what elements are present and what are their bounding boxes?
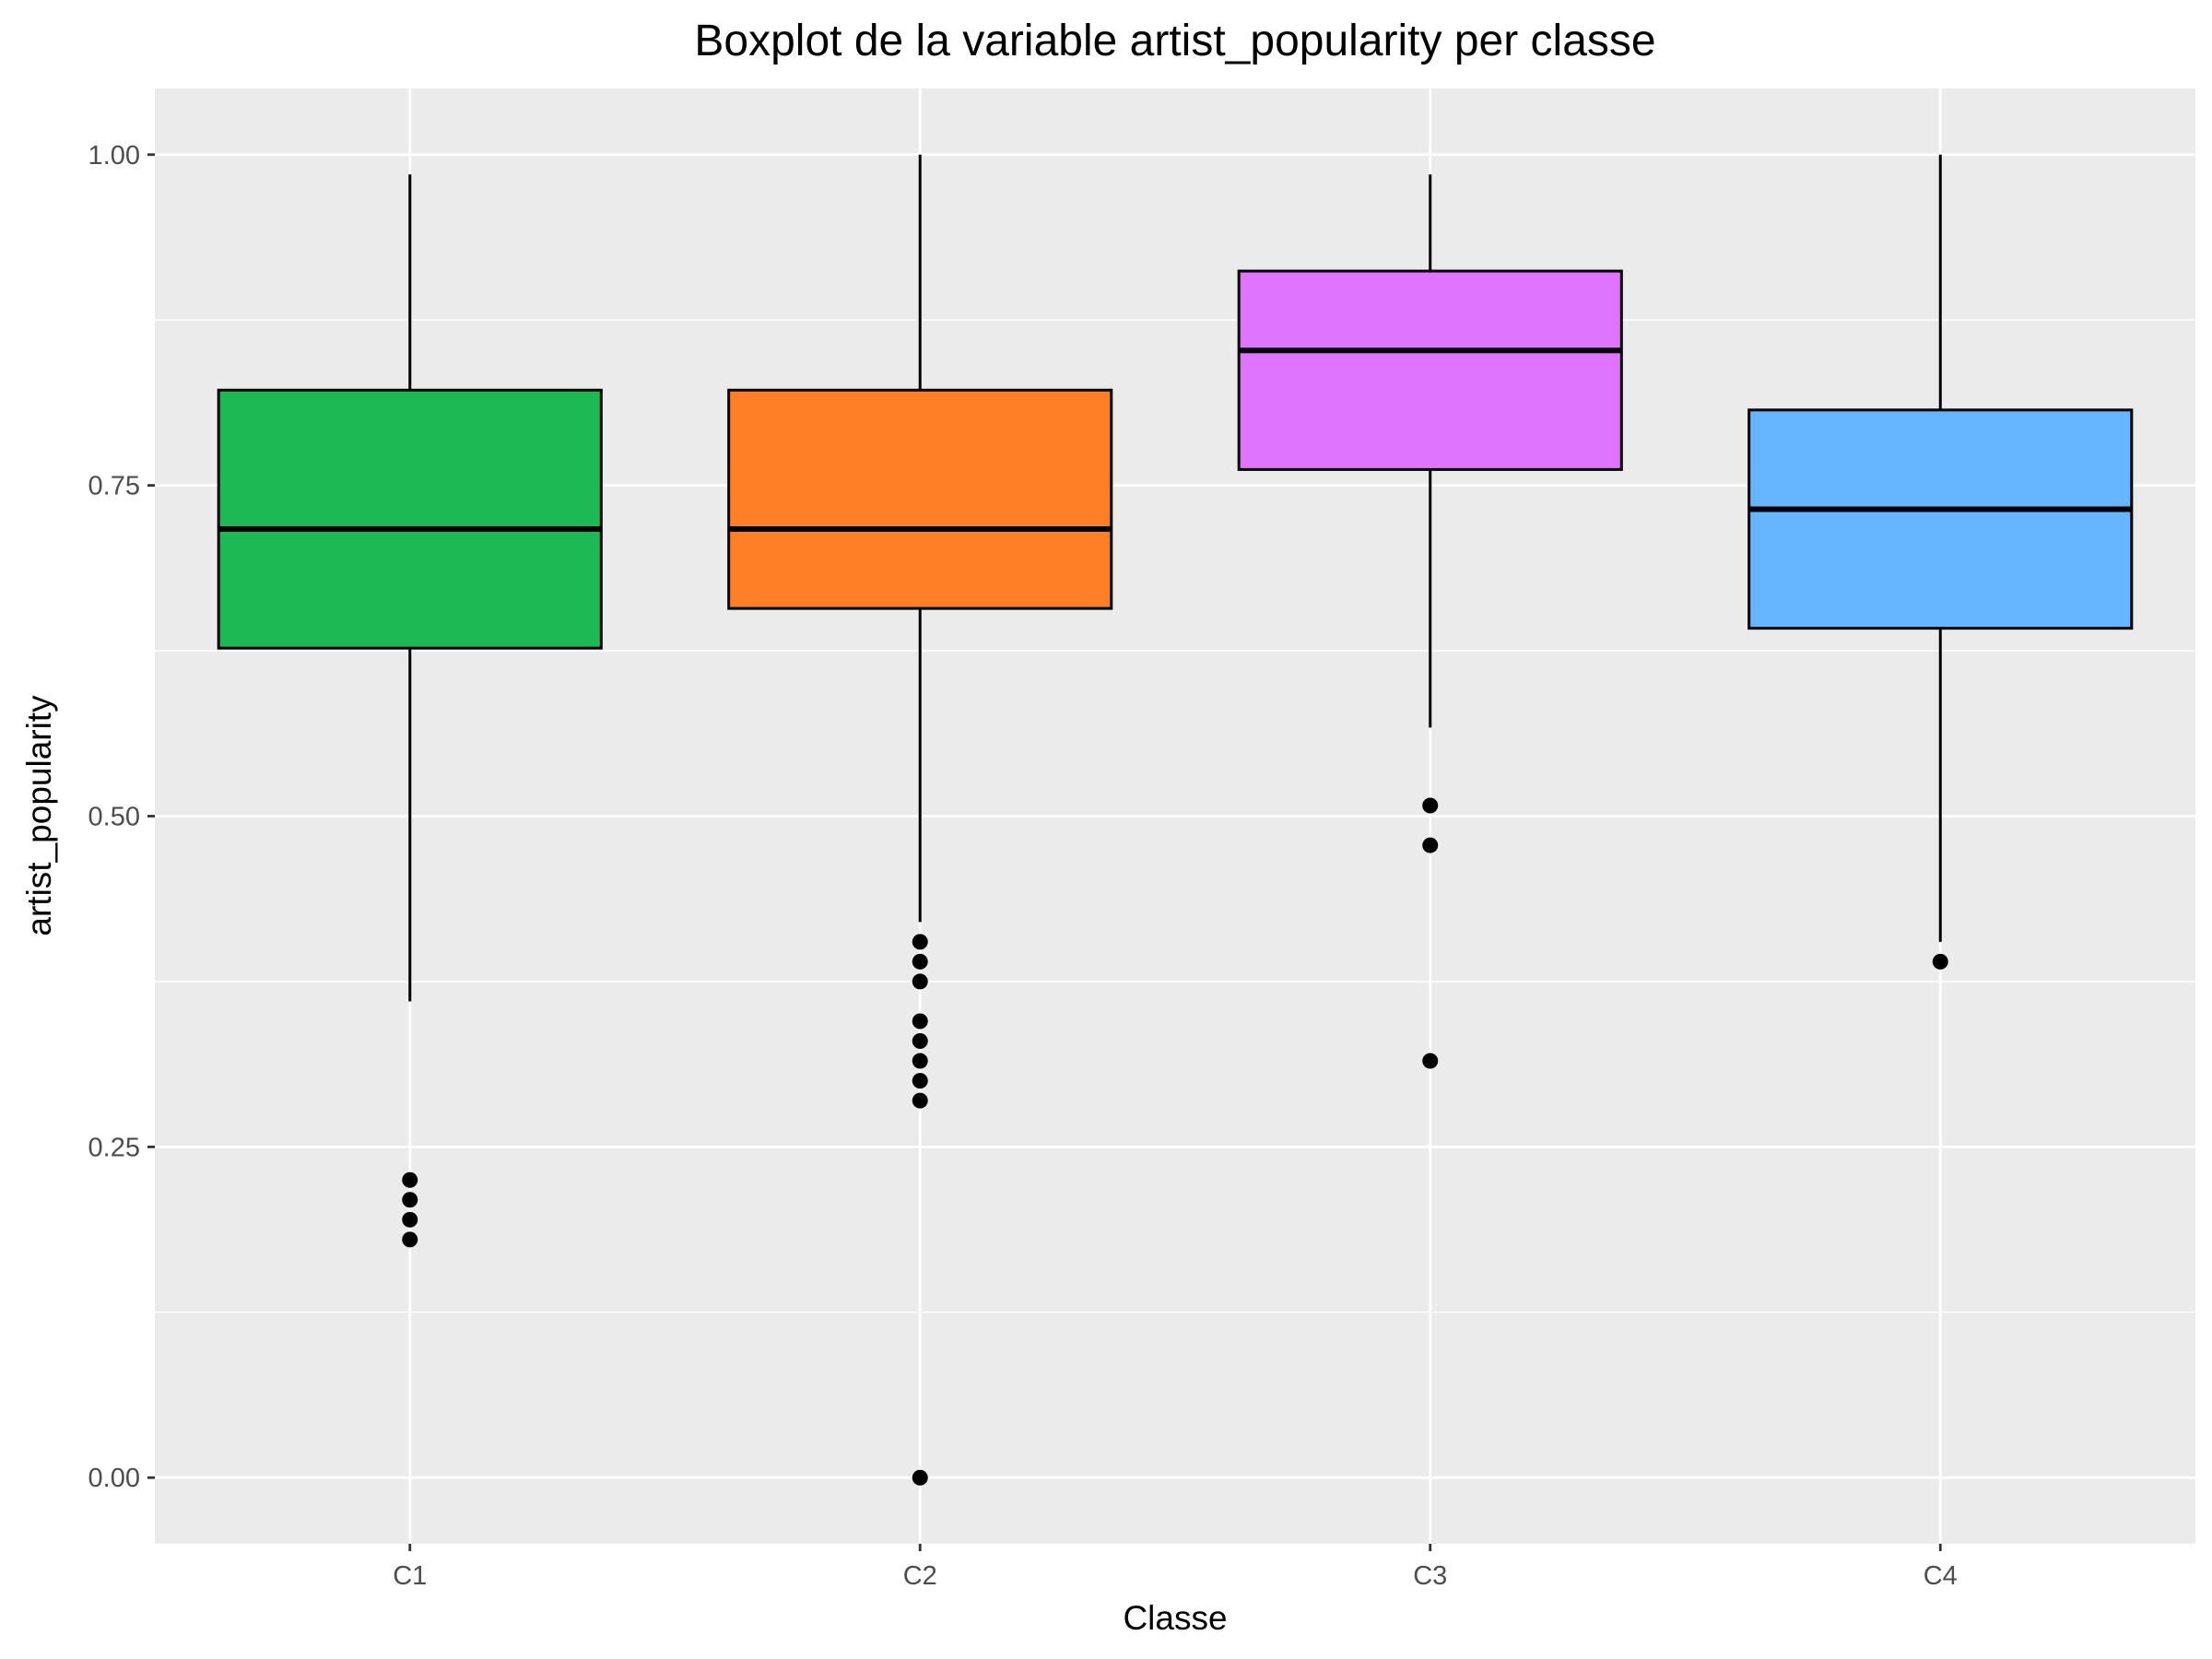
box-c3 <box>1237 174 1623 1069</box>
chart-title: Boxplot de la variable artist_popularity… <box>694 17 1655 65</box>
outlier-point <box>402 1231 418 1248</box>
x-axis: C1 C2 C3 C4 <box>393 1544 1958 1591</box>
x-tick-label: C1 <box>393 1561 427 1591</box>
box-c1 <box>217 174 603 1248</box>
outlier-point <box>402 1211 418 1228</box>
outlier-point <box>912 934 928 950</box>
minor-gridlines <box>155 319 2195 1313</box>
outlier-point <box>402 1171 418 1188</box>
y-tick-label: 0.00 <box>88 1464 140 1493</box>
box-iqr <box>1747 408 2134 630</box>
outlier-point <box>912 1073 928 1089</box>
outlier-point <box>912 1033 928 1050</box>
outlier-point <box>1932 953 1948 970</box>
y-tick-label: 0.25 <box>88 1133 140 1162</box>
y-axis-title: artist_popularity <box>20 695 58 936</box>
outlier-point <box>912 953 928 970</box>
y-tick-label: 0.50 <box>88 803 140 832</box>
box-c2 <box>727 154 1113 1486</box>
box-c4 <box>1747 154 2134 970</box>
y-tick-label: 0.75 <box>88 472 140 501</box>
outlier-point <box>1422 837 1439 853</box>
outlier-point <box>912 1013 928 1030</box>
y-axis: 0.00 0.25 0.50 0.75 1.00 <box>88 141 155 1493</box>
x-tick-label: C4 <box>1924 1561 1958 1591</box>
outlier-point <box>1422 1053 1439 1069</box>
box-group <box>217 154 2134 1486</box>
y-tick-label: 1.00 <box>88 141 140 171</box>
box-iqr <box>727 388 1113 610</box>
box-iqr <box>217 388 603 650</box>
outlier-point <box>402 1192 418 1208</box>
outlier-point <box>912 1092 928 1109</box>
outlier-point <box>912 973 928 990</box>
outlier-point <box>912 1053 928 1069</box>
x-tick-label: C2 <box>903 1561 937 1591</box>
x-axis-title: Classe <box>1123 1599 1227 1637</box>
x-tick-label: C3 <box>1413 1561 1447 1591</box>
outlier-point <box>912 1469 928 1486</box>
box-iqr <box>1237 269 1623 471</box>
outlier-point <box>1422 797 1439 814</box>
